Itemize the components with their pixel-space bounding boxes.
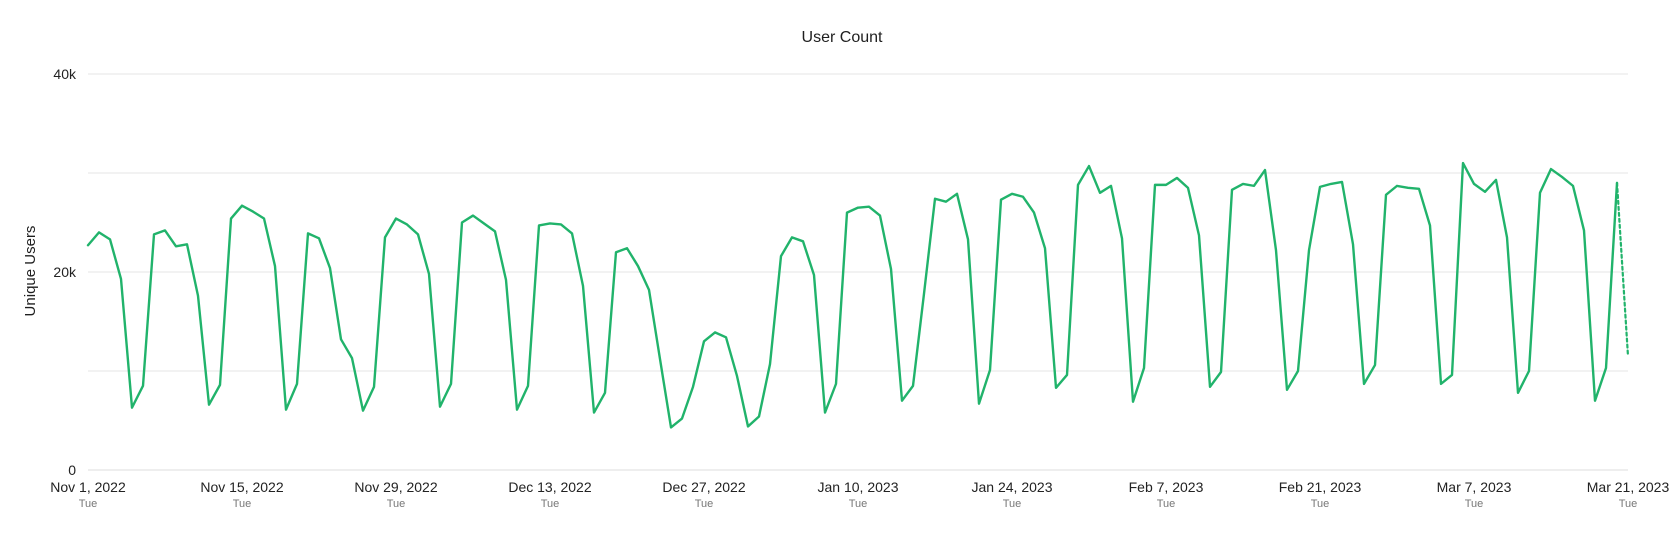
x-tick-weekday: Tue xyxy=(1311,498,1330,510)
x-tick-weekday: Tue xyxy=(695,498,714,510)
x-tick: Nov 1, 2022 Tue xyxy=(50,479,126,510)
x-tick-weekday: Tue xyxy=(1157,498,1176,510)
gridlines xyxy=(88,73,1628,471)
x-tick: Feb 21, 2023 Tue xyxy=(1279,479,1362,510)
y-tick-label: 20k xyxy=(53,264,77,280)
y-axis-tick-labels: 0 20k 40k xyxy=(53,66,77,478)
x-tick-weekday: Tue xyxy=(79,498,98,510)
x-tick-label: Jan 10, 2023 xyxy=(818,479,899,495)
x-tick-label: Nov 29, 2022 xyxy=(354,479,437,495)
x-tick: Jan 24, 2023 Tue xyxy=(972,479,1053,510)
series-line-incomplete-segment xyxy=(1615,181,1630,358)
x-tick: Feb 7, 2023 Tue xyxy=(1129,479,1204,510)
x-tick-label: Mar 7, 2023 xyxy=(1437,479,1512,495)
x-tick: Mar 7, 2023 Tue xyxy=(1437,479,1512,510)
x-tick-label: Dec 13, 2022 xyxy=(508,479,591,495)
x-tick-weekday: Tue xyxy=(387,498,406,510)
x-tick-label: Feb 7, 2023 xyxy=(1129,479,1204,495)
x-tick-label: Jan 24, 2023 xyxy=(972,479,1053,495)
x-tick-label: Dec 27, 2022 xyxy=(662,479,745,495)
x-tick-weekday: Tue xyxy=(233,498,252,510)
x-tick-label: Nov 15, 2022 xyxy=(200,479,283,495)
x-tick: Nov 15, 2022 Tue xyxy=(200,479,283,510)
x-tick-label: Nov 1, 2022 xyxy=(50,479,126,495)
chart-title: User Count xyxy=(802,29,883,46)
x-tick: Jan 10, 2023 Tue xyxy=(818,479,899,510)
x-tick-label: Mar 21, 2023 xyxy=(1587,479,1670,495)
x-tick: Dec 13, 2022 Tue xyxy=(508,479,591,510)
y-tick-label: 0 xyxy=(68,462,76,478)
y-tick-label: 40k xyxy=(53,66,77,82)
x-tick: Mar 21, 2023 Tue xyxy=(1587,479,1670,510)
series-line xyxy=(86,161,1619,429)
x-tick-weekday: Tue xyxy=(1619,498,1638,510)
series-layer xyxy=(86,161,1630,429)
y-axis-title: Unique Users xyxy=(22,226,39,317)
x-tick: Dec 27, 2022 Tue xyxy=(662,479,745,510)
x-tick: Nov 29, 2022 Tue xyxy=(354,479,437,510)
x-tick-label: Feb 21, 2023 xyxy=(1279,479,1362,495)
x-tick-weekday: Tue xyxy=(1003,498,1022,510)
x-tick-weekday: Tue xyxy=(1465,498,1484,510)
x-tick-weekday: Tue xyxy=(849,498,868,510)
x-tick-weekday: Tue xyxy=(541,498,560,510)
